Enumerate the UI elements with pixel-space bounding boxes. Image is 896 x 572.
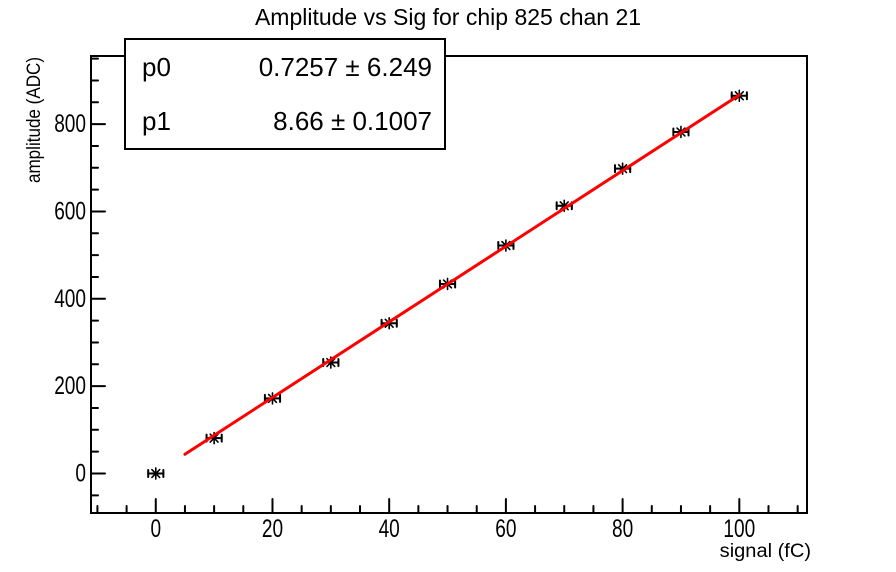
- svg-text:0: 0: [75, 459, 86, 487]
- svg-text:20: 20: [262, 515, 283, 543]
- param-name: p0: [142, 51, 171, 82]
- param-value: 0.7257 ± 6.249: [258, 51, 432, 82]
- plot-title: Amplitude vs Sig for chip 825 chan 21: [254, 4, 642, 30]
- axis-ticks: [90, 57, 799, 514]
- svg-text:amplitude (ADC): amplitude (ADC): [24, 57, 45, 183]
- svg-text:100: 100: [723, 515, 755, 543]
- svg-text:400: 400: [54, 285, 86, 313]
- fit-stats-box: p0 0.7257 ± 6.249 p1 8.66 ± 0.1007: [124, 38, 446, 150]
- svg-text:signal (fC): signal (fC): [720, 541, 811, 562]
- axis-titles: signal (fC) amplitude (ADC): [24, 57, 811, 562]
- param-value: 8.66 ± 0.1007: [273, 105, 432, 136]
- fit-line: [183, 93, 741, 456]
- svg-text:800: 800: [54, 110, 86, 138]
- svg-text:200: 200: [54, 372, 86, 400]
- plot-frame: [90, 55, 808, 514]
- stats-row-p0: p0 0.7257 ± 6.249: [126, 40, 444, 94]
- stats-row-p1: p1 8.66 ± 0.1007: [126, 94, 444, 148]
- svg-text:600: 600: [54, 197, 86, 225]
- param-name: p1: [142, 105, 171, 136]
- svg-text:0: 0: [150, 515, 161, 543]
- svg-text:40: 40: [379, 515, 400, 543]
- svg-text:80: 80: [612, 515, 633, 543]
- axis-tick-labels: 0 20 40 60 80 100 0 200 400 600 800: [54, 110, 755, 543]
- svg-text:60: 60: [495, 515, 516, 543]
